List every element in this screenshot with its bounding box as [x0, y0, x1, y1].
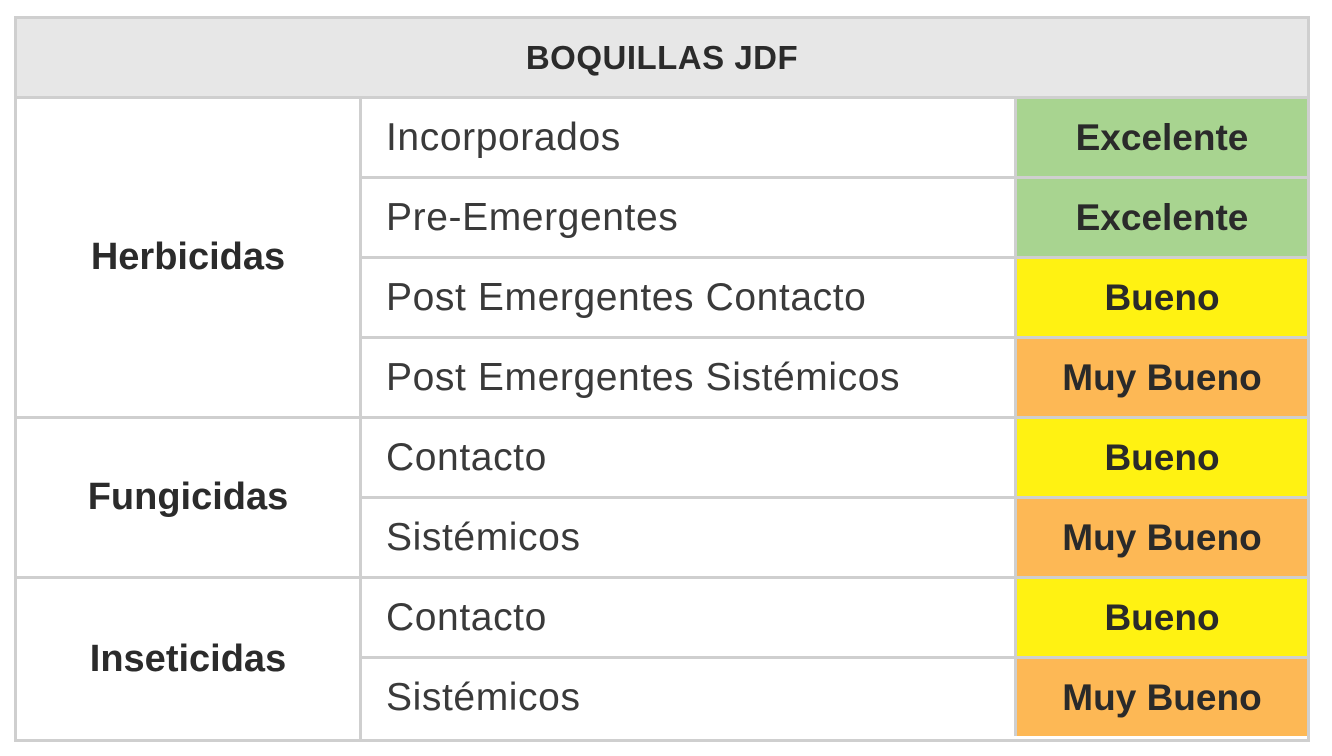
row-label: Post Emergentes Contacto	[362, 259, 1017, 336]
boquillas-table: BOQUILLAS JDF Herbicidas Incorporados Ex…	[14, 16, 1310, 742]
rating-cell: Bueno	[1017, 419, 1307, 496]
row-label: Pre-Emergentes	[362, 179, 1017, 256]
table-row: Sistémicos Muy Bueno	[362, 499, 1307, 579]
row-label: Contacto	[362, 419, 1017, 496]
group-inseticidas: Inseticidas	[17, 579, 362, 739]
rating-cell: Muy Bueno	[1017, 659, 1307, 736]
table-row: Contacto Bueno	[362, 579, 1307, 659]
rating-cell: Muy Bueno	[1017, 499, 1307, 576]
rating-cell: Excelente	[1017, 99, 1307, 176]
row-label: Post Emergentes Sistémicos	[362, 339, 1017, 416]
table-row: Pre-Emergentes Excelente	[362, 179, 1307, 259]
table-row: Post Emergentes Contacto Bueno	[362, 259, 1307, 339]
table-row: Sistémicos Muy Bueno	[362, 659, 1307, 739]
group-herbicidas: Herbicidas	[17, 99, 362, 419]
table-row: Incorporados Excelente	[362, 99, 1307, 179]
rating-cell: Bueno	[1017, 579, 1307, 656]
rating-cell: Excelente	[1017, 179, 1307, 256]
row-label: Contacto	[362, 579, 1017, 656]
row-label: Incorporados	[362, 99, 1017, 176]
rating-cell: Bueno	[1017, 259, 1307, 336]
table-row: Contacto Bueno	[362, 419, 1307, 499]
rating-cell: Muy Bueno	[1017, 339, 1307, 416]
group-fungicidas: Fungicidas	[17, 419, 362, 579]
row-label: Sistémicos	[362, 499, 1017, 576]
row-label: Sistémicos	[362, 659, 1017, 736]
table-title: BOQUILLAS JDF	[17, 19, 1307, 99]
table-row: Post Emergentes Sistémicos Muy Bueno	[362, 339, 1307, 419]
